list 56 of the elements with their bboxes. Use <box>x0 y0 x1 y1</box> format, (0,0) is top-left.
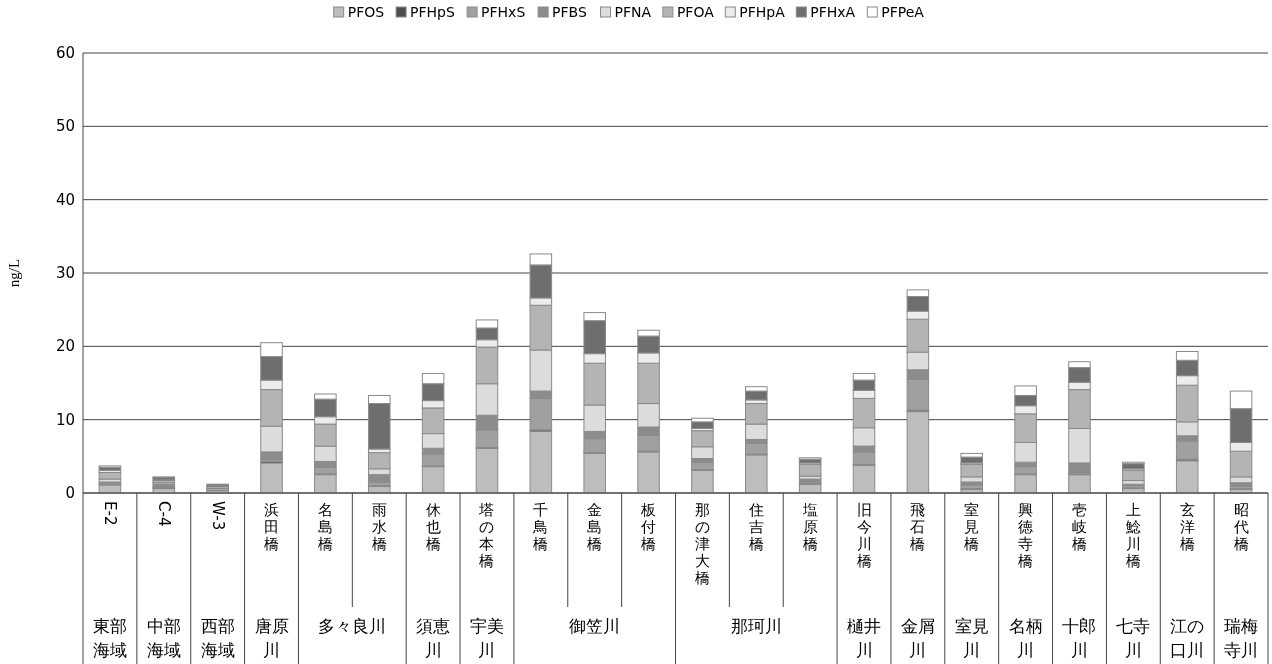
legend-label: PFPeA <box>881 4 925 20</box>
x-tick-label: 板付橋 <box>640 501 657 553</box>
x-tick-label: E-2 <box>100 501 119 526</box>
y-tick-label: 20 <box>55 337 75 356</box>
x-tick-label: 塩原橋 <box>801 501 818 553</box>
text: 西部海域 <box>200 616 235 660</box>
y-tick-label: 40 <box>55 190 75 209</box>
legend-label: PFBS <box>552 4 587 20</box>
text: 室見川 <box>954 616 989 660</box>
text: 宇美川 <box>469 616 504 660</box>
x-tick-label: 旧今川橋 <box>856 501 872 570</box>
x-tick-label: C-4 <box>154 501 173 527</box>
legend-label: PFHxA <box>810 4 856 20</box>
y-tick-label: 60 <box>55 44 75 62</box>
x-tick-label: 昭代橋 <box>1232 501 1249 553</box>
x-tick-label: 玄洋橋 <box>1179 501 1195 553</box>
x-tick-label: 興徳寺橋 <box>1018 501 1034 570</box>
text: 中部海域 <box>146 616 181 660</box>
x-tick-label: W-3 <box>208 501 227 531</box>
legend-label: PFHxS <box>481 4 526 20</box>
legend-label: PFNA <box>614 4 652 20</box>
text: 唐原川 <box>254 616 289 660</box>
legend-label: PFOS <box>347 4 385 20</box>
y-tick-label: 50 <box>55 117 75 136</box>
legend-label: PFOA <box>676 4 715 20</box>
x-tick-label: 浜田橋 <box>264 501 280 553</box>
text: 十郎川 <box>1062 616 1097 660</box>
text: 七寺川 <box>1116 616 1151 660</box>
text: 須恵川 <box>416 616 451 660</box>
text: 名柄川 <box>1008 616 1043 660</box>
y-tick-label: 0 <box>65 484 75 502</box>
y-tick-label: 10 <box>55 410 75 429</box>
text: 金屑川 <box>900 616 935 660</box>
y-axis-title: ng/L <box>6 258 22 288</box>
x-tick-label: 雨水橋 <box>371 501 387 553</box>
text: 江の口川 <box>1170 616 1205 660</box>
text: 御笠川 <box>569 616 621 636</box>
x-tick-label: 上鯰川橋 <box>1125 501 1141 570</box>
x-tick-label: 塔の本橋 <box>478 501 495 570</box>
x-tick-label: 千鳥橋 <box>532 501 549 553</box>
legend-label: PFHpS <box>410 4 456 20</box>
x-tick-label: 金島橋 <box>587 501 603 553</box>
x-tick-label: 名島橋 <box>317 501 333 553</box>
x-tick-label: 飛石橋 <box>910 501 926 553</box>
y-tick-label: 30 <box>55 264 75 282</box>
text: 瑞梅寺川 <box>1224 616 1259 660</box>
x-tick-label: 休也橋 <box>425 501 441 553</box>
x-tick-label: 室見橋 <box>964 501 980 553</box>
text: 多々良川 <box>318 616 387 636</box>
text: 樋井川 <box>847 616 882 660</box>
legend-label: PFHpA <box>739 4 786 20</box>
x-tick-label: 壱岐橋 <box>1071 501 1087 553</box>
x-tick-label: 住吉橋 <box>747 501 764 553</box>
text: 那珂川 <box>730 616 782 636</box>
x-tick-label: 那の津大橋 <box>694 501 710 587</box>
text: 東部海域 <box>92 616 127 660</box>
